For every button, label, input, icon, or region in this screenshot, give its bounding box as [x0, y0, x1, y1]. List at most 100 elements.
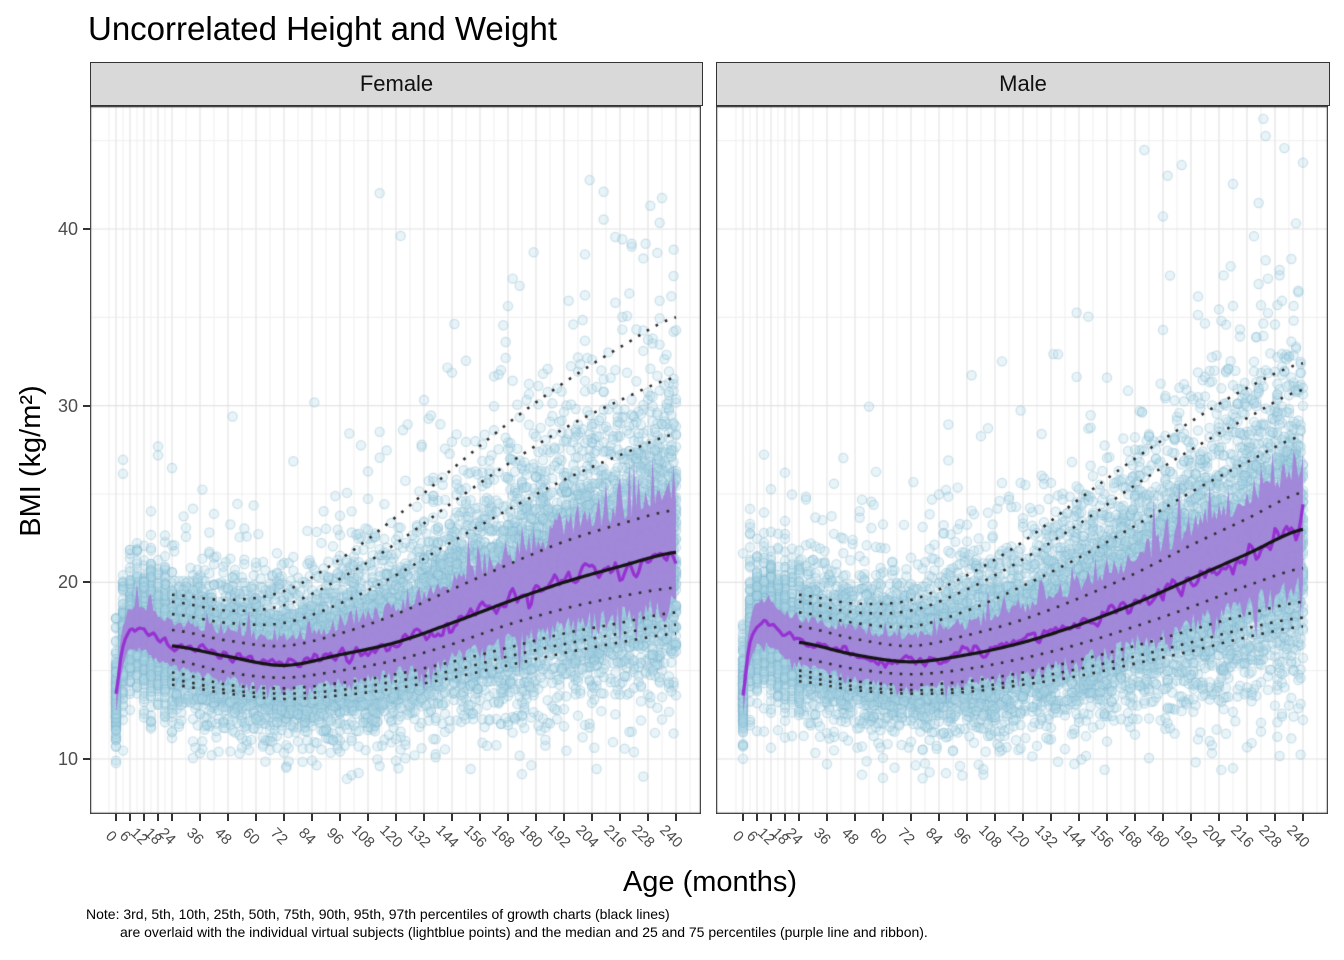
x-tick-mark: [450, 814, 453, 821]
x-tick-label: 156: [1087, 821, 1117, 852]
x-tick-label: 120: [376, 821, 406, 852]
x-tick-mark: [128, 814, 131, 821]
x-tick-label: 36: [810, 824, 834, 849]
x-tick-label: 96: [323, 824, 347, 849]
x-tick-mark: [198, 814, 201, 821]
x-tick-mark: [338, 814, 341, 821]
x-tick-mark: [993, 814, 996, 821]
x-tick-label: 132: [1031, 821, 1061, 852]
x-tick-label: 180: [516, 821, 546, 852]
x-tick-label: 108: [348, 821, 378, 852]
x-tick-label: 24: [155, 824, 179, 849]
x-tick-mark: [562, 814, 565, 821]
x-tick-label: 24: [782, 824, 806, 849]
x-tick-mark: [366, 814, 369, 821]
x-tick-label: 48: [838, 824, 862, 849]
panel-canvas-female: [90, 106, 701, 814]
x-tick-mark: [1189, 814, 1192, 821]
y-tick-mark: [83, 758, 90, 760]
x-tick-label: 192: [544, 821, 574, 852]
x-tick-label: 168: [488, 821, 518, 852]
y-tick-mark: [83, 227, 90, 230]
x-tick-mark: [783, 814, 786, 821]
x-tick-mark: [618, 814, 621, 821]
facet-strip-male-label: Male: [999, 71, 1047, 96]
x-tick-label: 228: [628, 821, 658, 852]
y-tick-label: 30: [57, 395, 78, 416]
x-tick-label: 228: [1255, 821, 1285, 852]
x-tick-mark: [1021, 814, 1024, 821]
x-tick-mark: [797, 814, 800, 821]
x-tick-mark: [310, 814, 313, 821]
x-tick-mark: [1133, 814, 1136, 821]
x-axis-title: Age (months): [622, 866, 798, 898]
x-tick-mark: [965, 814, 968, 821]
x-tick-mark: [422, 814, 425, 821]
x-tick-label: 96: [950, 824, 974, 849]
y-axis-title: BMI (kg/m²): [15, 385, 47, 537]
x-tick-mark: [282, 814, 285, 821]
x-tick-label: 108: [975, 821, 1005, 852]
y-tick-label: 40: [57, 218, 78, 239]
x-tick-mark: [1105, 814, 1108, 821]
x-tick-mark: [394, 814, 397, 821]
y-tick-mark: [83, 581, 90, 584]
note-line-1: Note: 3rd, 5th, 10th, 25th, 50th, 75th, …: [86, 906, 670, 922]
x-tick-label: 156: [460, 821, 490, 852]
x-tick-mark: [1245, 814, 1248, 821]
x-tick-label: 72: [894, 824, 918, 849]
x-tick-label: 72: [267, 824, 291, 849]
facet-strip-male: Male: [716, 62, 1330, 106]
x-tick-label: 216: [600, 821, 630, 852]
x-tick-mark: [769, 814, 772, 821]
x-tick-mark: [1049, 814, 1052, 821]
x-tick-label: 132: [404, 821, 434, 852]
x-tick-label: 84: [295, 824, 319, 849]
note-line-2: are overlaid with the individual virtual…: [120, 924, 928, 940]
x-tick-mark: [1273, 814, 1276, 821]
x-tick-label: 168: [1115, 821, 1145, 852]
x-tick-mark: [742, 814, 744, 821]
x-tick-mark: [755, 814, 758, 821]
x-tick-mark: [674, 814, 677, 821]
x-tick-label: 84: [922, 824, 946, 849]
x-tick-label: 216: [1227, 821, 1257, 852]
x-tick-mark: [937, 814, 940, 821]
x-tick-mark: [254, 814, 257, 821]
x-tick-mark: [590, 814, 593, 821]
x-tick-mark: [142, 814, 145, 821]
x-tick-label: 204: [572, 821, 602, 852]
x-tick-label: 36: [183, 824, 207, 849]
y-tick-label: 20: [57, 572, 78, 593]
x-tick-label: 60: [239, 824, 263, 849]
x-tick-mark: [1301, 814, 1304, 821]
x-tick-mark: [1161, 814, 1164, 821]
x-tick-label: 204: [1199, 821, 1229, 852]
x-tick-mark: [534, 814, 537, 821]
panel-canvas-male: [716, 106, 1328, 814]
x-tick-mark: [1077, 814, 1080, 821]
x-tick-label: 120: [1003, 821, 1033, 852]
y-tick-label: 10: [57, 749, 78, 769]
facet-strip-female: Female: [90, 62, 703, 106]
x-tick-label: 144: [432, 821, 462, 852]
x-tick-label: 240: [1283, 821, 1313, 852]
x-tick-label: 240: [656, 821, 686, 852]
x-tick-mark: [226, 814, 229, 821]
y-tick-mark: [83, 404, 90, 407]
x-tick-label: 192: [1171, 821, 1201, 852]
x-tick-mark: [1217, 814, 1220, 821]
x-tick-label: 48: [211, 824, 235, 849]
x-tick-label: 60: [866, 824, 890, 849]
x-tick-label: 180: [1143, 821, 1173, 852]
x-tick-mark: [506, 814, 509, 821]
x-tick-mark: [909, 814, 912, 821]
x-tick-mark: [156, 814, 159, 821]
x-tick-mark: [115, 814, 117, 821]
page-title: Uncorrelated Height and Weight: [88, 10, 557, 47]
x-tick-mark: [881, 814, 884, 821]
x-tick-label: 144: [1059, 821, 1089, 852]
x-tick-mark: [478, 814, 481, 821]
facet-strip-female-label: Female: [359, 71, 434, 96]
